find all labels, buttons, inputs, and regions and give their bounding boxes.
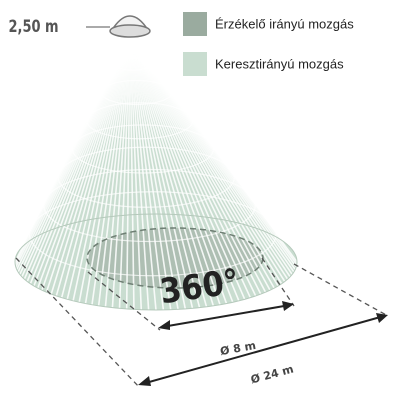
sensor [86, 15, 151, 38]
cone-ring [28, 191, 277, 277]
extension-lines [15, 257, 389, 389]
detection-cone [14, 35, 298, 311]
inner-zone [86, 227, 264, 289]
cone-ring [57, 146, 235, 208]
dimension-label: Ø 24 m [249, 363, 295, 387]
cone-rim [14, 213, 298, 311]
legend-swatch [183, 12, 207, 36]
cone-ring [43, 168, 256, 243]
cone-ring [71, 124, 215, 174]
legend-label: Érzékelő irányú mozgás [215, 16, 354, 31]
dimension-label: Ø 8 m [219, 339, 257, 358]
cone-ring [115, 57, 152, 71]
cone-ring [100, 79, 173, 106]
height-label: 2,50 m [9, 16, 59, 36]
dimension-arrows [138, 301, 388, 386]
cone-ring [86, 102, 194, 140]
legend-label: Keresztirányú mozgás [215, 56, 344, 71]
legend-swatch [183, 52, 207, 76]
